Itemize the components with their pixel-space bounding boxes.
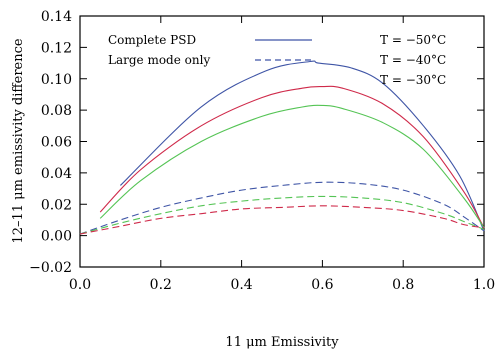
x-tick-label: 0.0 [69,277,91,293]
y-tick-label: 0.00 [41,229,72,245]
y-tick-label: 0.04 [41,166,72,182]
temp-label-minus-30: T = −30°C [380,73,446,87]
series-line-solid-2 [99,104,485,229]
x-axis-label: 11 μm Emissivity [225,335,339,350]
y-tick-label: 0.10 [41,72,72,88]
series-line-dashed-3 [79,181,485,235]
y-tick-label: 0.12 [41,40,72,56]
y-tick-label: 0.06 [41,135,72,151]
series-line-solid-1 [99,85,485,229]
y-tick-label: 0.08 [41,103,72,119]
y-axis-label: 12–11 μm emissivity difference [11,38,26,243]
legend-label-large-mode-only: Large mode only [108,53,210,67]
y-tick-label: −0.02 [29,260,72,276]
legend-label-complete-psd: Complete PSD [108,33,196,47]
axis-ticks: 0.0 0.2 0.4 0.6 0.8 1.0 −0.02 0.00 0.02 0.04 0.06 0… [29,9,495,293]
x-tick-label: 0.2 [150,277,172,293]
x-tick-label: 1.0 [473,277,495,293]
temp-label-minus-40: T = −40°C [380,53,446,67]
temperature-labels: T = −50°C T = −40°C T = −30°C [380,33,446,87]
x-tick-label: 0.4 [230,277,252,293]
legend: Complete PSD Large mode only [108,33,312,67]
series-line-solid-0 [120,60,485,232]
y-tick-label: 0.02 [41,197,72,213]
series-line-dashed-4 [79,195,485,235]
series-layer [79,60,485,235]
y-tick-label: 0.14 [41,9,72,25]
temp-label-minus-50: T = −50°C [380,33,446,47]
x-tick-label: 0.8 [392,277,414,293]
series-line-dashed-5 [79,205,485,235]
x-tick-label: 0.6 [311,277,333,293]
